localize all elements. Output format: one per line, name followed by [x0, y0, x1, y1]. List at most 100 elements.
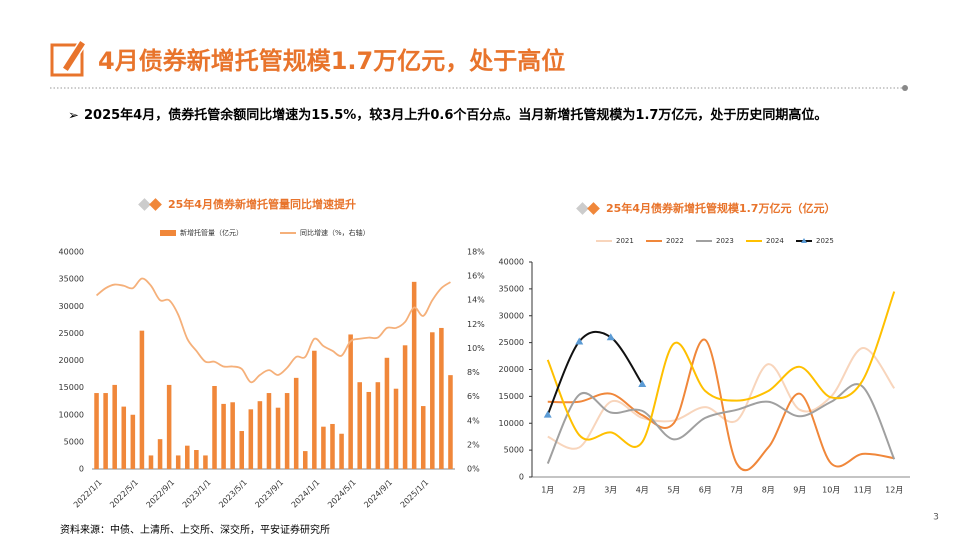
x-tick-label: 1月	[541, 486, 554, 495]
y-tick-label: 15000	[59, 383, 84, 392]
bar	[293, 377, 299, 469]
y2-tick-label: 16%	[467, 272, 485, 281]
bar	[221, 403, 226, 469]
bar	[393, 388, 399, 469]
bullet-marker: ➢	[68, 109, 79, 124]
y-tick-label: 25000	[59, 329, 84, 338]
y2-tick-label: 6%	[467, 392, 480, 401]
bar	[166, 384, 172, 469]
bar	[430, 332, 435, 469]
legend-label: 2025	[816, 237, 834, 245]
x-tick-label: 8月	[762, 486, 775, 495]
x-tick-label: 11月	[854, 486, 872, 495]
bar	[212, 385, 217, 469]
bar	[384, 357, 390, 469]
y-tick-label: 10000	[499, 419, 524, 428]
bar	[402, 345, 408, 469]
bar	[194, 450, 199, 469]
slide-title: 4月债券新增托管规模1.7万亿元，处于高位	[98, 47, 565, 75]
x-tick-label: 12月	[885, 486, 903, 495]
y2-tick-label: 8%	[467, 368, 480, 377]
y2-tick-label: 10%	[467, 344, 485, 353]
bullet-text: 2025年4月，债券托管余额同比增速为15.5%，较3月上升0.6个百分点。当月…	[84, 108, 828, 123]
series-line	[546, 291, 896, 448]
legend-label: 2024	[766, 237, 784, 245]
bar	[439, 327, 444, 469]
bar	[112, 384, 117, 469]
y-tick-label: 35000	[59, 275, 84, 284]
bar	[203, 455, 208, 469]
bar	[266, 393, 272, 469]
bar	[366, 391, 372, 469]
y-tick-label: 0	[519, 473, 524, 482]
y-tick-label: 5000	[504, 446, 524, 455]
bar	[284, 393, 290, 469]
bar	[275, 407, 281, 469]
x-tick-label: 9月	[793, 486, 806, 495]
x-tick-label: 5月	[667, 486, 680, 495]
point-marker	[543, 410, 552, 418]
x-tick-label: 3月	[604, 486, 617, 495]
y-tick-label: 30000	[499, 311, 524, 320]
y-tick-label: 5000	[64, 437, 84, 446]
series-line	[547, 338, 895, 472]
bar	[375, 382, 381, 469]
y2-tick-label: 12%	[467, 320, 485, 329]
legend-label: 同比增速（%，右轴）	[300, 228, 370, 237]
point-marker	[638, 380, 647, 388]
bar	[148, 455, 154, 469]
page-number: 3	[933, 513, 939, 523]
series-line	[95, 277, 451, 384]
x-tick-label: 6月	[699, 486, 712, 495]
bar	[321, 426, 326, 469]
chart-title: 25年4月债券新增托管规模1.7万亿元（亿元）	[606, 201, 835, 215]
bar	[121, 406, 127, 469]
y-tick-label: 15000	[499, 392, 524, 401]
point-marker	[606, 333, 615, 341]
bar	[94, 393, 99, 469]
y-tick-label: 20000	[499, 365, 524, 374]
bar	[175, 455, 181, 469]
bar	[185, 445, 190, 469]
y2-tick-label: 2%	[467, 440, 480, 449]
bar	[257, 401, 263, 469]
title-icon	[50, 38, 88, 77]
source-note: 资料来源：中债、上清所、上交所、深交所，平安证券研究所	[60, 523, 330, 536]
bar	[248, 409, 254, 469]
bar	[239, 431, 245, 469]
bar	[330, 423, 335, 469]
legend-swatch	[160, 230, 176, 236]
legend-label: 2021	[616, 237, 634, 245]
y-tick-label: 20000	[59, 356, 84, 365]
x-tick-label: 4月	[636, 486, 649, 495]
y2-tick-label: 14%	[467, 296, 485, 305]
bar	[448, 375, 453, 469]
x-tick-label: 7月	[730, 486, 743, 495]
y2-tick-label: 0%	[467, 465, 480, 474]
bar	[302, 451, 308, 469]
bar	[357, 382, 362, 469]
legend-label: 新增托管量（亿元）	[180, 228, 243, 237]
x-tick-label: 2月	[573, 486, 586, 495]
rule-dot	[902, 85, 908, 91]
x-tick-label: 10月	[822, 486, 840, 495]
bar	[420, 406, 426, 469]
legend-label: 2023	[716, 237, 734, 245]
point-marker	[575, 337, 584, 345]
bar	[130, 414, 136, 469]
y-tick-label: 30000	[59, 302, 84, 311]
bar	[230, 402, 235, 469]
legend-label: 2022	[666, 237, 684, 245]
y2-tick-label: 4%	[467, 416, 480, 425]
y-tick-label: 40000	[59, 248, 84, 257]
bar	[411, 281, 417, 469]
y-tick-label: 25000	[499, 338, 524, 347]
y-tick-label: 35000	[499, 284, 524, 293]
legend-marker	[801, 238, 807, 243]
bullet-box: 2025年4月，债券托管余额同比增速为15.5%，较3月上升0.6个百分点。当月…	[84, 108, 828, 123]
bar	[103, 393, 108, 469]
y-tick-label: 0	[79, 465, 84, 474]
bar	[157, 439, 163, 469]
bar	[348, 334, 353, 469]
